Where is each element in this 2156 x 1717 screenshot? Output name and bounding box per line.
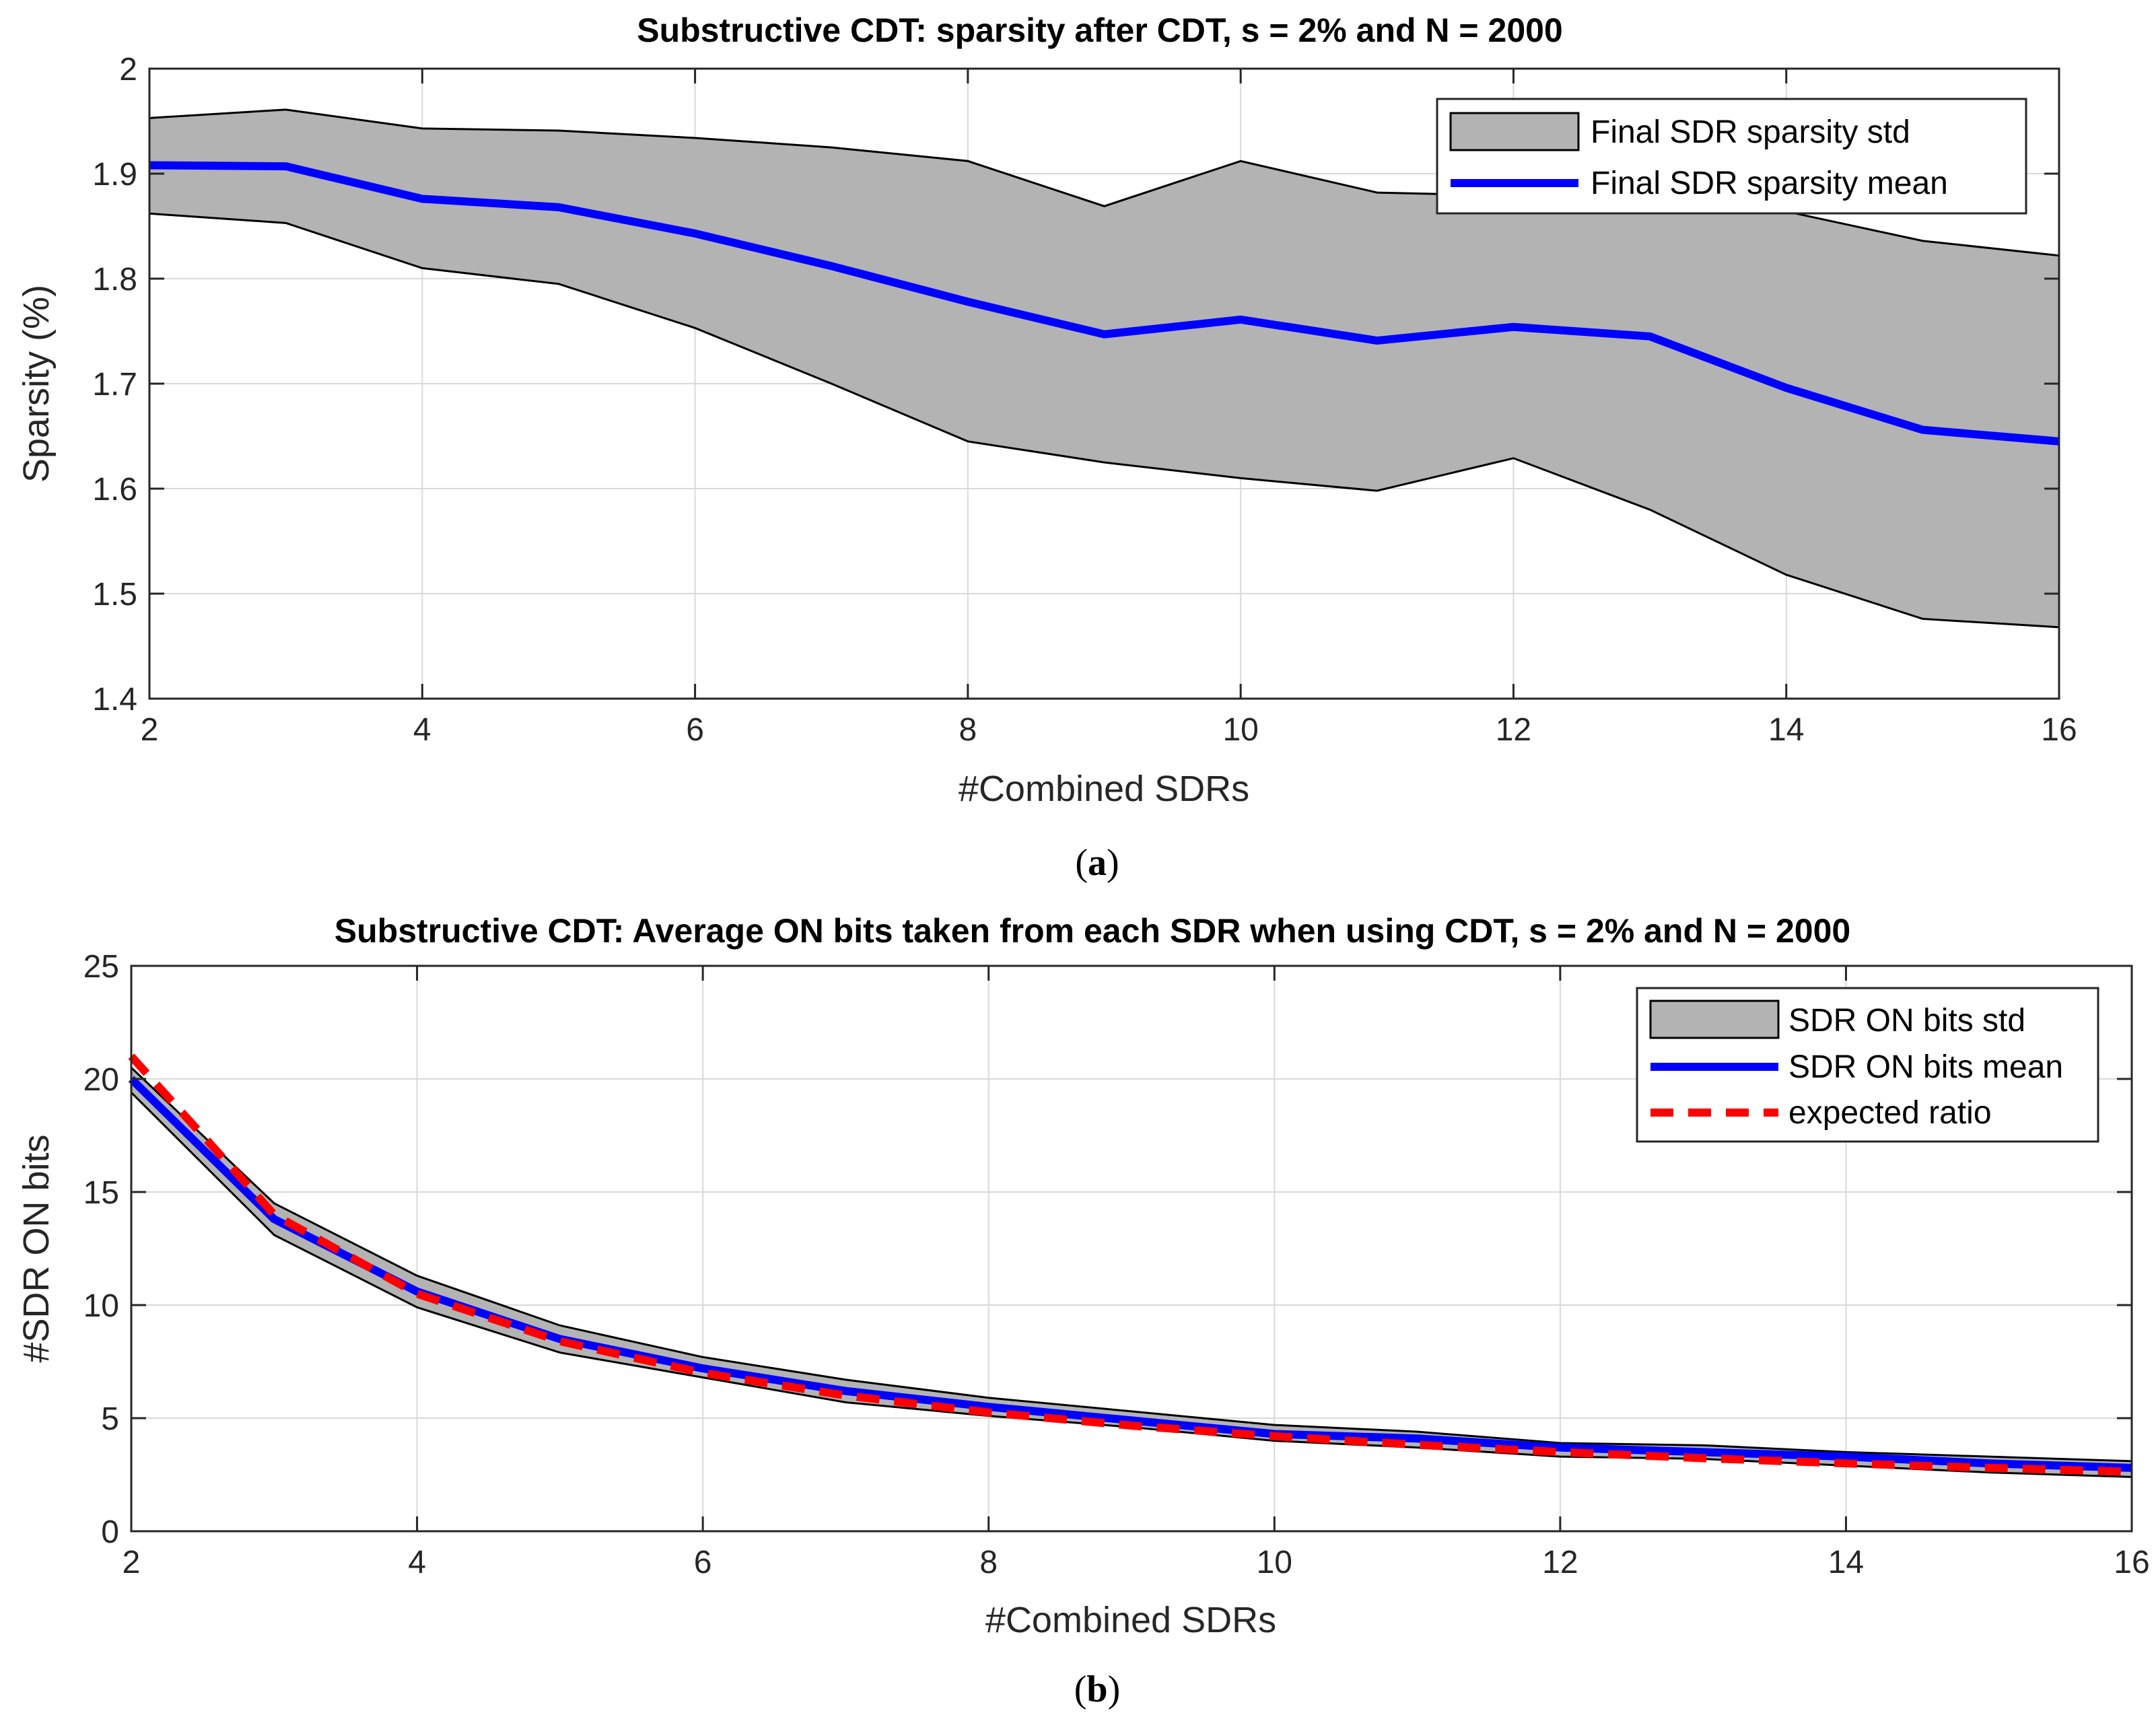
chart-a-lines <box>149 161 2060 446</box>
y-tick-label: 2 <box>119 52 137 87</box>
x-tick-label: 2 <box>141 712 159 748</box>
panel-a: Substructive CDT: sparsity after CDT, s … <box>16 11 2077 884</box>
legend-a-std-label: Final SDR sparsity std <box>1591 114 1910 150</box>
chart-b-lines <box>128 1053 2132 1476</box>
legend-b-mean-label: SDR ON bits mean <box>1788 1049 2063 1085</box>
legend-a-mean-label: Final SDR sparsity mean <box>1591 166 1948 201</box>
chart-a-legend: Final SDR sparsity std Final SDR sparsit… <box>1436 98 2027 215</box>
y-tick-label: 25 <box>83 949 119 985</box>
caption-b: (b) <box>1074 1669 1120 1710</box>
chart-b-ylabel: #SDR ON bits <box>16 1134 57 1362</box>
chart-b-title: Substructive CDT: Average ON bits taken … <box>335 912 1850 950</box>
y-tick-label: 1.6 <box>92 472 137 507</box>
chart-b-y-ticks: 0 5 10 15 20 25 <box>83 949 2132 1550</box>
chart-b-xlabel: #Combined SDRs <box>985 1600 1276 1640</box>
chart-a-ylabel: Sparsity (%) <box>16 285 57 483</box>
y-tick-label: 5 <box>101 1401 119 1437</box>
y-tick-label: 10 <box>83 1288 119 1324</box>
chart-a-y-ticks: 1.4 1.5 1.6 1.7 1.8 1.9 2 <box>92 52 2059 717</box>
y-tick-label: 1.9 <box>92 157 137 192</box>
x-tick-label: 4 <box>408 1545 426 1580</box>
y-tick-label: 1.5 <box>92 577 137 612</box>
legend-b-expected-label: expected ratio <box>1788 1095 1992 1131</box>
y-tick-label: 1.4 <box>92 682 137 717</box>
x-tick-label: 16 <box>2041 712 2077 748</box>
chart-b-axes-box <box>130 965 2133 1533</box>
chart-a-x-ticks: 2 4 6 8 10 12 14 16 <box>141 69 2077 748</box>
x-tick-label: 8 <box>979 1545 998 1580</box>
legend-a-std-swatch <box>1449 112 1580 151</box>
legend-b-std-label: SDR ON bits std <box>1788 1003 2025 1039</box>
chart-a-title: Substructive CDT: sparsity after CDT, s … <box>637 11 1563 49</box>
std-band-upper-edge <box>130 1067 2132 1463</box>
x-tick-label: 4 <box>413 712 431 748</box>
x-tick-label: 10 <box>1257 1545 1292 1580</box>
y-tick-label: 20 <box>83 1062 119 1098</box>
chart-b-x-ticks: 2 4 6 8 10 12 14 16 <box>123 966 2150 1580</box>
mean-line <box>149 161 2060 446</box>
panel-b: Substructive CDT: Average ON bits taken … <box>16 912 2150 1710</box>
y-tick-label: 1.7 <box>92 367 137 402</box>
y-tick-label: 0 <box>101 1514 119 1550</box>
std-band-lower-edge <box>149 212 2060 629</box>
y-tick-label: 15 <box>83 1175 119 1211</box>
x-tick-label: 8 <box>959 712 977 748</box>
chart-b-legend: SDR ON bits std SDR ON bits mean expecte… <box>1636 987 2099 1143</box>
y-tick-label: 1.8 <box>92 262 137 297</box>
x-tick-label: 10 <box>1222 712 1258 748</box>
x-tick-label: 6 <box>694 1545 712 1580</box>
x-tick-label: 2 <box>123 1545 141 1580</box>
x-tick-label: 14 <box>1828 1545 1864 1580</box>
x-tick-label: 6 <box>686 712 704 748</box>
legend-b-std-swatch <box>1649 1000 1780 1039</box>
x-tick-label: 16 <box>2114 1545 2149 1580</box>
x-tick-label: 12 <box>1496 712 1531 748</box>
std-band-area <box>149 109 2059 627</box>
x-tick-label: 12 <box>1542 1545 1578 1580</box>
x-tick-label: 14 <box>1768 712 1804 748</box>
chart-a-xlabel: #Combined SDRs <box>959 769 1249 809</box>
caption-a: (a) <box>1075 842 1119 884</box>
expected-ratio-line <box>128 1053 2132 1476</box>
